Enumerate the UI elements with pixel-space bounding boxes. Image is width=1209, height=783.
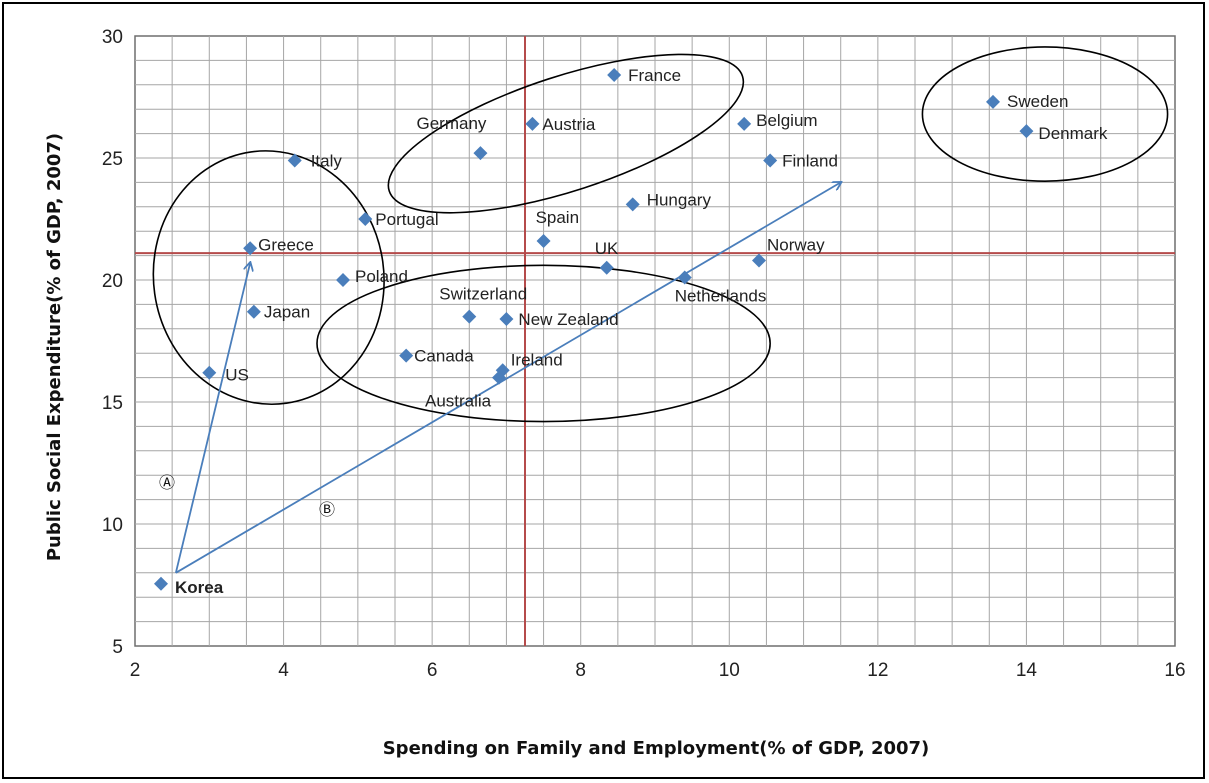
data-point (399, 348, 414, 363)
y-tick-label: 5 (112, 637, 123, 658)
x-tick-label: 2 (130, 660, 141, 681)
reference-lines (135, 36, 1175, 646)
point-label: Italy (311, 151, 343, 170)
point-label: UK (595, 239, 619, 258)
arrow-a (174, 263, 250, 574)
x-tick-label: 8 (575, 660, 586, 681)
point-label: Austria (542, 115, 595, 134)
x-tick-label: 16 (1164, 660, 1185, 681)
data-point (358, 212, 373, 226)
point-label: Portugal (375, 210, 438, 229)
data-point (202, 365, 217, 380)
point-label: Finland (782, 151, 838, 170)
point-label: Canada (414, 347, 474, 366)
data-point (599, 260, 614, 275)
y-tick-label: 20 (102, 271, 123, 292)
x-axis-label: Spending on Family and Employment(% of G… (383, 738, 930, 759)
point-label: Denmark (1038, 124, 1107, 143)
data-point (525, 116, 540, 131)
cluster-ellipse (316, 264, 771, 423)
data-point (243, 241, 258, 256)
data-point (763, 153, 778, 168)
cluster-ellipse (152, 150, 385, 406)
data-point (287, 153, 302, 168)
point-label: Sweden (1007, 92, 1068, 111)
trend-arrows (174, 182, 841, 574)
scatter-chart: France Sweden Austria Belgium Denmark Germany… (44, 27, 1186, 759)
data-points (154, 68, 1034, 591)
data-point (473, 146, 488, 161)
data-point (462, 309, 477, 324)
cluster-ellipse (387, 53, 745, 214)
data-point (154, 576, 168, 591)
y-tick-label: 30 (102, 27, 123, 48)
x-tick-label: 10 (719, 660, 740, 681)
data-point (607, 68, 622, 83)
x-tick-label: 4 (278, 660, 289, 681)
y-tick-label: 10 (102, 515, 123, 536)
annotation-b: Ⓑ (319, 500, 335, 519)
annotation-a: Ⓐ (159, 473, 175, 492)
point-label: Australia (425, 392, 492, 411)
data-point (536, 233, 551, 248)
data-point (625, 197, 640, 212)
point-label: France (628, 66, 681, 85)
data-point (752, 253, 766, 268)
x-tick-label: 12 (867, 660, 888, 681)
point-label: Spain (536, 208, 579, 227)
point-label: Germany (417, 114, 487, 133)
y-tick-label: 15 (102, 393, 123, 414)
point-label: Switzerland (439, 285, 527, 304)
point-label: US (225, 366, 249, 385)
point-label: Ireland (511, 350, 563, 369)
point-label: Japan (264, 303, 310, 322)
y-axis-label: Public Social Expenditure(% of GDP, 2007… (44, 133, 65, 561)
cluster-ellipses (152, 46, 1169, 423)
point-label: Belgium (756, 111, 817, 130)
grid-lines (134, 35, 1176, 647)
point-labels: France Sweden Austria Belgium Denmark Germany… (175, 66, 1108, 597)
arrow-b (175, 182, 841, 574)
data-point (737, 116, 752, 131)
point-label: Poland (355, 267, 408, 286)
point-label: Hungary (647, 190, 712, 209)
x-tick-label: 14 (1016, 660, 1038, 681)
cluster-ellipse (921, 46, 1169, 182)
data-point (1019, 124, 1034, 139)
data-point (499, 312, 514, 327)
point-label: Netherlands (675, 287, 767, 306)
y-tick-label: 25 (102, 149, 123, 170)
data-point (986, 94, 1000, 109)
point-label: Korea (175, 578, 224, 597)
data-point (677, 270, 692, 285)
point-label: New Zealand (518, 310, 618, 329)
point-label: Norway (767, 235, 825, 254)
data-point (246, 304, 261, 319)
data-point (492, 370, 506, 385)
data-point (336, 273, 350, 287)
point-label: Greece (258, 235, 314, 254)
x-tick-label: 6 (427, 660, 438, 681)
axis-ticks: 2 4 6 8 10 12 14 16 5 10 15 20 25 30 (102, 27, 1186, 681)
